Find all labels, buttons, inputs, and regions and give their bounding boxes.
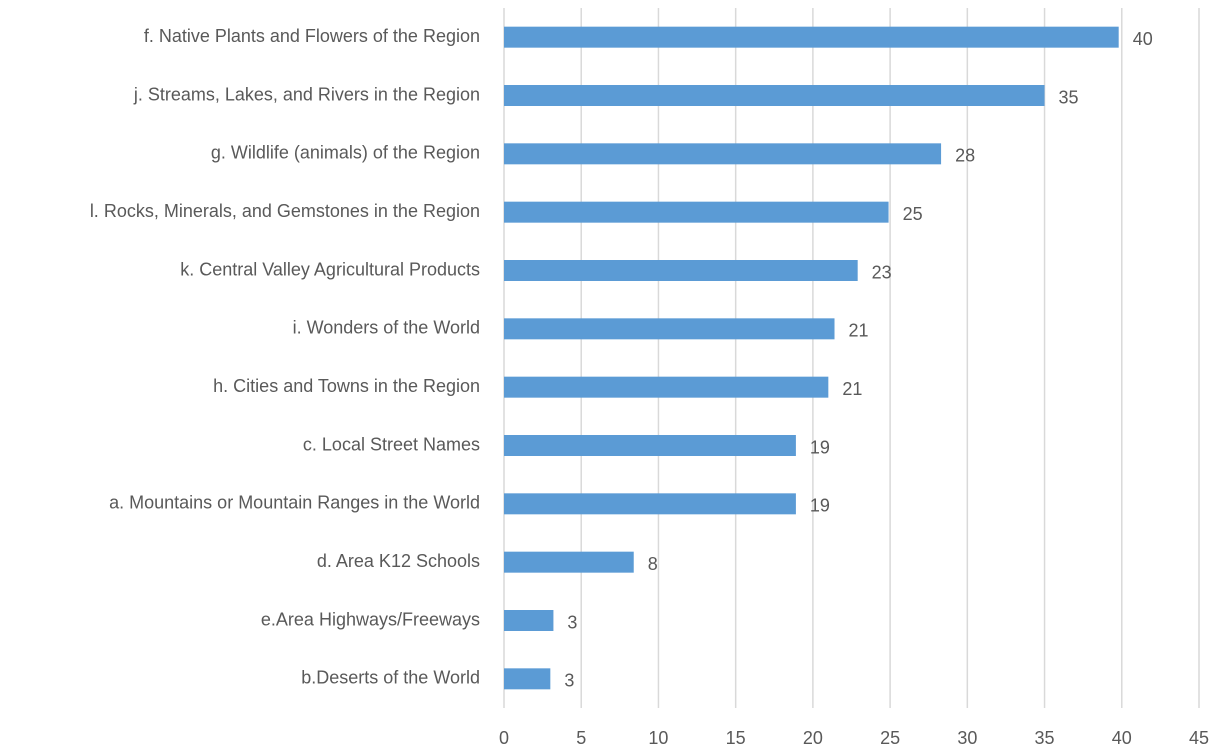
data-label: 35 (1059, 87, 1079, 107)
data-label: 3 (564, 671, 574, 691)
y-tick-label: h. Cities and Towns in the Region (213, 376, 480, 396)
x-tick-label: 5 (576, 728, 586, 748)
data-label: 28 (955, 146, 975, 166)
y-tick-label: k. Central Valley Agricultural Products (180, 259, 480, 279)
bar (504, 143, 942, 165)
x-tick-label: 15 (726, 728, 746, 748)
y-tick-label: a. Mountains or Mountain Ranges in the W… (109, 493, 480, 513)
data-label: 21 (842, 379, 862, 399)
y-tick-label: i. Wonders of the World (293, 318, 480, 338)
bar (504, 493, 796, 515)
data-label: 21 (849, 321, 869, 341)
y-tick-label: c. Local Street Names (303, 434, 480, 454)
bar (504, 610, 554, 631)
bar (504, 668, 551, 690)
y-tick-label: d. Area K12 Schools (317, 551, 480, 571)
y-tick-label: e.Area Highways/Freeways (261, 609, 480, 629)
bar (504, 318, 835, 340)
bar (504, 260, 858, 281)
bar (504, 551, 634, 573)
bar (504, 85, 1045, 106)
y-tick-label: b.Deserts of the World (301, 668, 480, 688)
y-tick-label: f. Native Plants and Flowers of the Regi… (144, 26, 480, 46)
x-tick-label: 35 (1035, 728, 1055, 748)
data-label: 8 (648, 554, 658, 574)
x-tick-label: 25 (880, 728, 900, 748)
data-label: 3 (567, 612, 577, 632)
bar (504, 376, 829, 398)
y-tick-label: g. Wildlife (animals) of the Region (211, 143, 480, 163)
bar (504, 201, 889, 223)
bar (504, 435, 796, 456)
x-tick-label: 10 (648, 728, 668, 748)
y-tick-label: j. Streams, Lakes, and Rivers in the Reg… (133, 84, 480, 104)
data-label: 40 (1133, 29, 1153, 49)
x-tick-label: 45 (1189, 728, 1209, 748)
x-tick-label: 0 (499, 728, 509, 748)
data-label: 19 (810, 437, 830, 457)
data-label: 25 (903, 204, 923, 224)
x-tick-label: 30 (957, 728, 977, 748)
x-tick-label: 20 (803, 728, 823, 748)
x-tick-label: 40 (1112, 728, 1132, 748)
data-label: 19 (810, 496, 830, 516)
bar (504, 26, 1119, 48)
data-label: 23 (872, 262, 892, 282)
y-tick-label: l. Rocks, Minerals, and Gemstones in the… (90, 201, 480, 221)
